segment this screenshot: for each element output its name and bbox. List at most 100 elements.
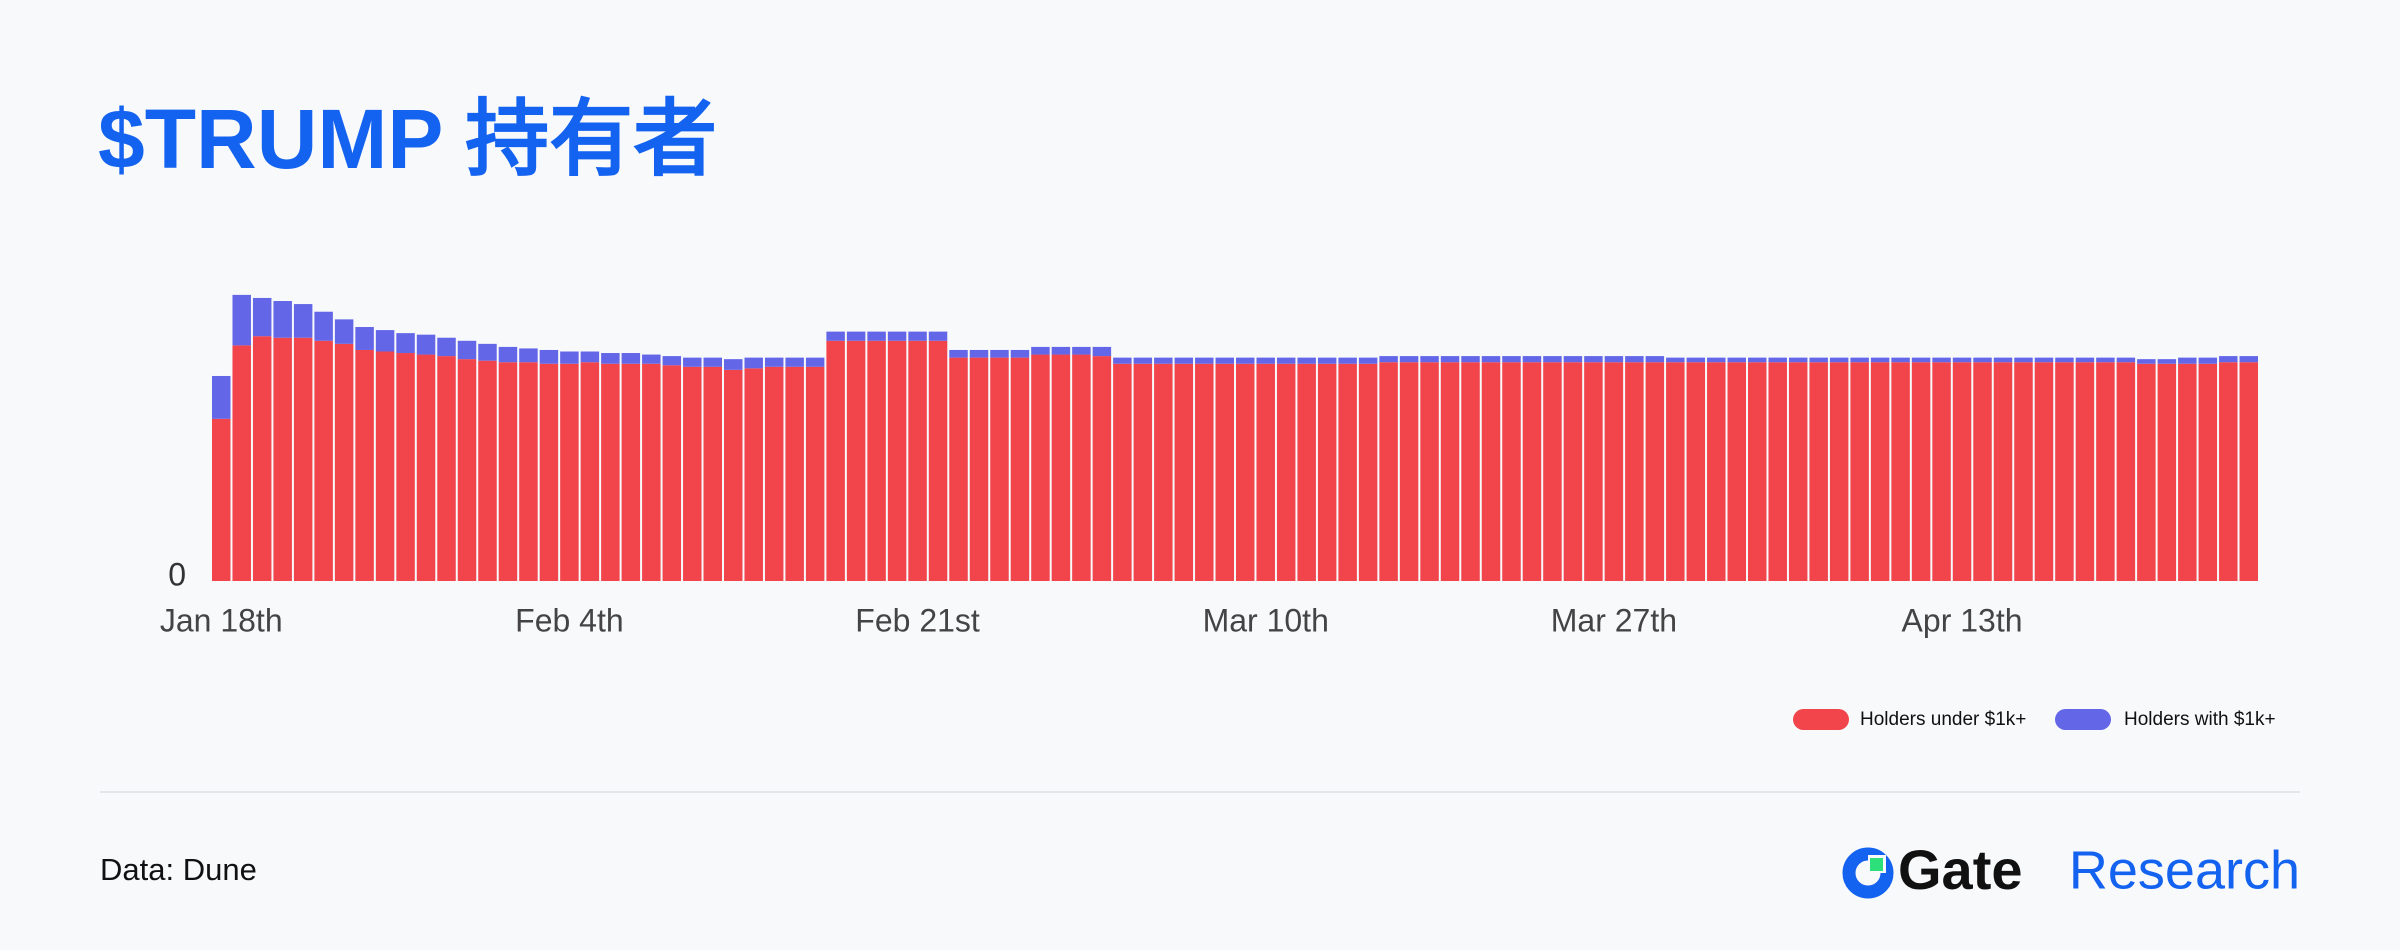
bar-segment bbox=[2096, 362, 2115, 581]
bar-segment bbox=[334, 319, 354, 344]
bar-segment bbox=[1993, 362, 2013, 581]
bar-segment bbox=[519, 348, 538, 363]
bar-segment bbox=[580, 351, 600, 363]
bar-segment bbox=[928, 340, 948, 581]
bar-segment bbox=[1133, 357, 1153, 364]
bar-segment bbox=[785, 366, 804, 581]
bar-segment bbox=[314, 311, 333, 341]
bar-segment bbox=[273, 337, 292, 581]
bar-segment bbox=[273, 301, 292, 338]
bar-segment bbox=[457, 340, 477, 360]
bar-segment bbox=[1133, 363, 1153, 581]
bar-segment bbox=[396, 353, 415, 581]
bar-segment bbox=[1850, 357, 1869, 363]
bar-segment bbox=[1072, 354, 1091, 581]
bar-segment bbox=[2239, 362, 2258, 581]
bar-segment bbox=[1768, 357, 1787, 363]
bar-segment bbox=[355, 349, 374, 581]
bar-segment bbox=[437, 356, 456, 581]
bar-segment bbox=[683, 366, 702, 581]
bar-segment bbox=[2075, 362, 2095, 581]
bar-segment bbox=[1338, 363, 1357, 581]
bar-segment bbox=[293, 337, 313, 581]
bar-segment bbox=[1440, 356, 1460, 363]
bar-segment bbox=[703, 357, 722, 367]
bar-segment bbox=[2034, 362, 2054, 581]
bar-segment bbox=[2157, 359, 2177, 364]
bar-segment bbox=[1338, 357, 1357, 364]
brand-logo: Gate Research bbox=[1842, 838, 2300, 901]
bar-segment bbox=[1236, 363, 1255, 581]
bar-segment bbox=[2178, 357, 2197, 364]
bar-segment bbox=[2014, 362, 2033, 581]
bar-segment bbox=[1502, 356, 1521, 363]
bar-segment bbox=[2198, 363, 2218, 581]
x-tick-label: Mar 10th bbox=[1203, 602, 1329, 638]
legend-swatch bbox=[2055, 709, 2111, 730]
bar-segment bbox=[1031, 346, 1050, 355]
bar-segment bbox=[1031, 354, 1050, 581]
bar-segment bbox=[867, 331, 886, 341]
bar-segment bbox=[334, 343, 354, 581]
bar-segment bbox=[2137, 359, 2156, 364]
bar-segment bbox=[2116, 357, 2136, 363]
brand-suffix: Research bbox=[2069, 840, 2300, 900]
logo-ring bbox=[1842, 847, 1894, 899]
bar-segment bbox=[1727, 362, 1746, 581]
bar-segment bbox=[785, 357, 804, 367]
bar-segment bbox=[1543, 356, 1562, 363]
bar-segment bbox=[1113, 357, 1132, 364]
bar-segment bbox=[662, 356, 682, 366]
bar-segment bbox=[416, 354, 436, 581]
bar-segment bbox=[744, 368, 763, 581]
bar-segment bbox=[826, 340, 845, 581]
logo-square bbox=[1870, 858, 1883, 871]
bar-segment bbox=[1768, 362, 1787, 581]
bar-segment bbox=[1481, 356, 1501, 363]
bar-segment bbox=[642, 363, 661, 581]
x-tick-label: Feb 4th bbox=[515, 602, 624, 638]
bar-segment bbox=[1215, 357, 1234, 364]
bar-segment bbox=[1195, 363, 1214, 581]
bar-segment bbox=[2157, 363, 2177, 581]
bar-segment bbox=[375, 351, 395, 581]
bar-segment bbox=[2055, 357, 2074, 363]
bar-segment bbox=[1010, 357, 1030, 581]
bar-segment bbox=[2198, 357, 2218, 364]
bar-segment bbox=[1358, 357, 1378, 364]
bar-segment bbox=[1113, 363, 1132, 581]
bar-segment bbox=[1276, 363, 1296, 581]
bar-segment bbox=[2219, 356, 2238, 363]
bar-segment bbox=[1481, 362, 1501, 581]
bar-segment bbox=[1891, 357, 1910, 363]
bar-segment bbox=[1010, 349, 1030, 358]
bar-segment bbox=[1276, 357, 1296, 364]
bar-segment bbox=[314, 340, 333, 581]
bar-segment bbox=[212, 375, 231, 419]
legend-label: Holders with $1k+ bbox=[2124, 709, 2276, 730]
bar-segment bbox=[1522, 356, 1542, 363]
bar-segment bbox=[1174, 357, 1194, 364]
bar-segment bbox=[1154, 357, 1173, 364]
bar-segment bbox=[212, 418, 231, 581]
bar-segment bbox=[1850, 362, 1869, 581]
bar-segment bbox=[1748, 362, 1767, 581]
bar-segment bbox=[2014, 357, 2033, 363]
bar-segment bbox=[1051, 346, 1071, 355]
bar-segment bbox=[1686, 357, 1706, 363]
bar-segment bbox=[1829, 362, 1849, 581]
x-tick-label: Jan 18th bbox=[160, 602, 283, 638]
bar-segment bbox=[539, 349, 559, 364]
bar-segment bbox=[1645, 356, 1665, 363]
bar-segment bbox=[1256, 357, 1275, 364]
bar-segment bbox=[1870, 362, 1890, 581]
bar-segment bbox=[928, 331, 948, 341]
bar-segment bbox=[1973, 362, 1992, 581]
bar-segment bbox=[744, 357, 763, 369]
bar-segment bbox=[1584, 362, 1603, 581]
bar-segment bbox=[1502, 362, 1521, 581]
bar-segment bbox=[1379, 362, 1398, 581]
bar-segment bbox=[1666, 362, 1685, 581]
